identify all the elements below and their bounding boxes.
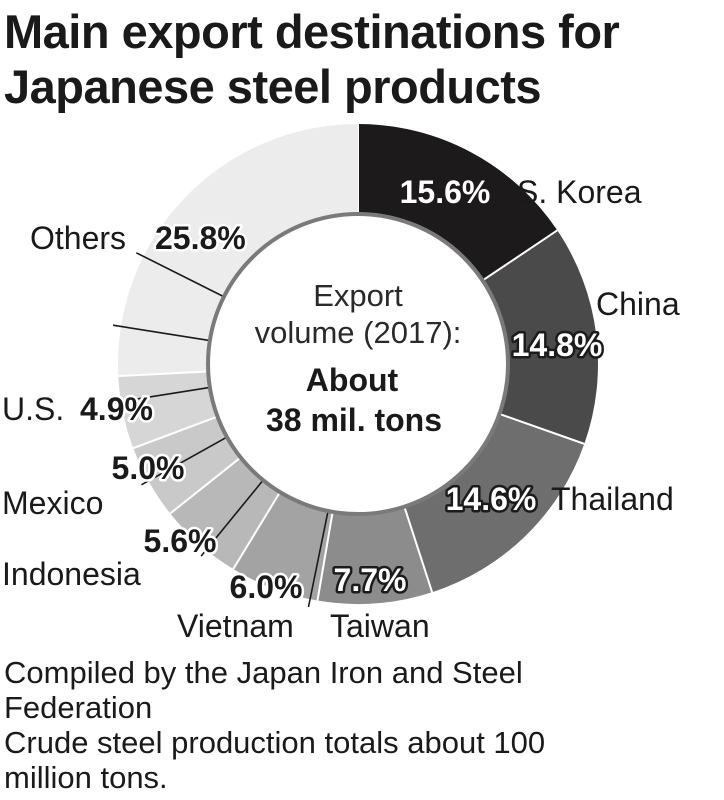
chart-notes: Compiled by the Japan Iron and Steel Fed… (4, 655, 720, 795)
center-label-line-4: 38 mil. tons (266, 402, 442, 438)
slice-value-u-s: 4.9% (80, 391, 153, 427)
slice-value-s-korea: 15.6% (400, 174, 491, 210)
slice-indonesia (170, 457, 281, 570)
slice-name-mexico: Mexico (2, 485, 103, 521)
slice-mexico (133, 416, 241, 514)
slice-name-vietnam: Vietnam (177, 608, 294, 644)
slice-leader-line (112, 386, 210, 404)
slice-value-thailand: 14.6% (446, 481, 537, 517)
slice-thailand (404, 413, 585, 593)
center-label-line-3: About (306, 362, 399, 398)
slice-leader-line (307, 510, 329, 608)
slice-value-china: 14.8% (512, 327, 603, 363)
slice-value-vietnam: 6.0% (230, 569, 303, 605)
slice-divider (482, 229, 558, 282)
donut-labels: S. Korea 15.6% China 14.8% Thailand 14.6% Taiw… (2, 172, 680, 645)
slice-name-others: Others (30, 220, 126, 256)
slice-divider (169, 456, 242, 515)
slice-s-korea (358, 124, 558, 281)
source-line-1: Compiled by the Japan Iron and Steel (4, 655, 523, 690)
slice-divider (403, 506, 434, 593)
slice-value-others: 25.8% (155, 220, 246, 256)
slice-leader-line (135, 252, 225, 298)
slice-value-taiwan: 7.7% (334, 562, 407, 598)
slice-leader-line (200, 479, 264, 557)
donut-slices (112, 124, 598, 608)
note-line-2: million tons. (4, 760, 168, 795)
slice-value-indonesia: 5.6% (144, 523, 217, 559)
slice-divider (132, 415, 218, 450)
donut-chart: S. Korea 15.6% China 14.8% Thailand 14.6% Taiw… (2, 124, 680, 645)
slice-name-china: China (596, 286, 680, 322)
slice-name-s-korea: S. Korea (517, 174, 642, 210)
slice-divider (316, 511, 334, 601)
slice-divider (232, 491, 281, 570)
slice-vietnam (233, 492, 333, 601)
slice-divider (499, 412, 585, 445)
slice-divider (118, 370, 209, 378)
chart-title-line-1: Main export destinations for (4, 5, 620, 58)
slice-taiwan (317, 506, 433, 604)
slice-name-taiwan: Taiwan (330, 608, 430, 644)
slice-name-indonesia: Indonesia (2, 556, 141, 592)
donut-center: Export volume (2017): About 38 mil. tons (255, 278, 462, 438)
slice-others (118, 124, 358, 377)
slice-name-thailand: Thailand (551, 481, 674, 517)
note-line-1: Crude steel production totals about 100 (4, 725, 546, 760)
slice-value-mexico: 5.0% (112, 450, 185, 486)
slice-name-u-s: U.S. (2, 391, 64, 427)
slice-leader-line (141, 436, 228, 486)
slice-leader-line (112, 324, 210, 342)
slice-china (482, 230, 598, 444)
chart-title-line-2: Japanese steel products (4, 60, 542, 113)
center-label-line-2: volume (2017): (255, 315, 462, 350)
center-label-line-1: Export (313, 278, 403, 313)
source-line-2: Federation (4, 690, 153, 725)
chart-title: Main export destinations for Japanese st… (4, 4, 720, 114)
donut-hole (206, 212, 510, 516)
